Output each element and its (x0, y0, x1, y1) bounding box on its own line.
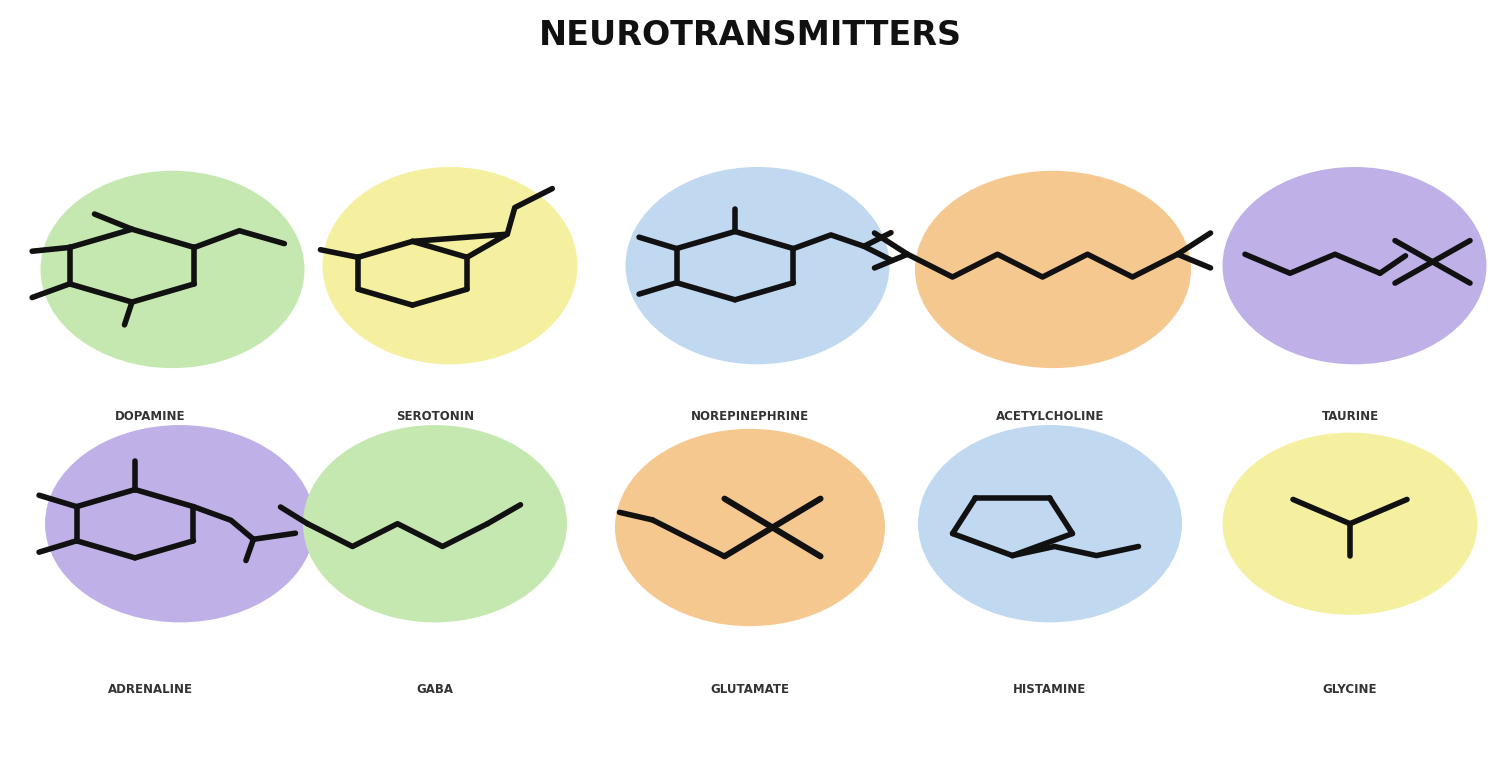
Ellipse shape (40, 171, 304, 368)
Text: GLUTAMATE: GLUTAMATE (711, 683, 789, 696)
Text: NEUROTRANSMITTERS: NEUROTRANSMITTERS (538, 19, 962, 52)
Ellipse shape (322, 167, 578, 364)
Ellipse shape (1222, 167, 1486, 364)
Ellipse shape (918, 425, 1182, 622)
Ellipse shape (1222, 433, 1478, 615)
Ellipse shape (915, 171, 1191, 368)
Text: NOREPINEPHRINE: NOREPINEPHRINE (692, 410, 808, 423)
Ellipse shape (615, 429, 885, 626)
Text: DOPAMINE: DOPAMINE (114, 410, 186, 423)
Text: GLYCINE: GLYCINE (1323, 683, 1377, 696)
Text: ADRENALINE: ADRENALINE (108, 683, 192, 696)
Text: HISTAMINE: HISTAMINE (1014, 683, 1086, 696)
Text: SEROTONIN: SEROTONIN (396, 410, 474, 423)
Ellipse shape (303, 425, 567, 622)
Ellipse shape (626, 167, 890, 364)
Ellipse shape (45, 425, 315, 622)
Text: GABA: GABA (417, 683, 453, 696)
Text: ACETYLCHOLINE: ACETYLCHOLINE (996, 410, 1104, 423)
Text: TAURINE: TAURINE (1322, 410, 1378, 423)
